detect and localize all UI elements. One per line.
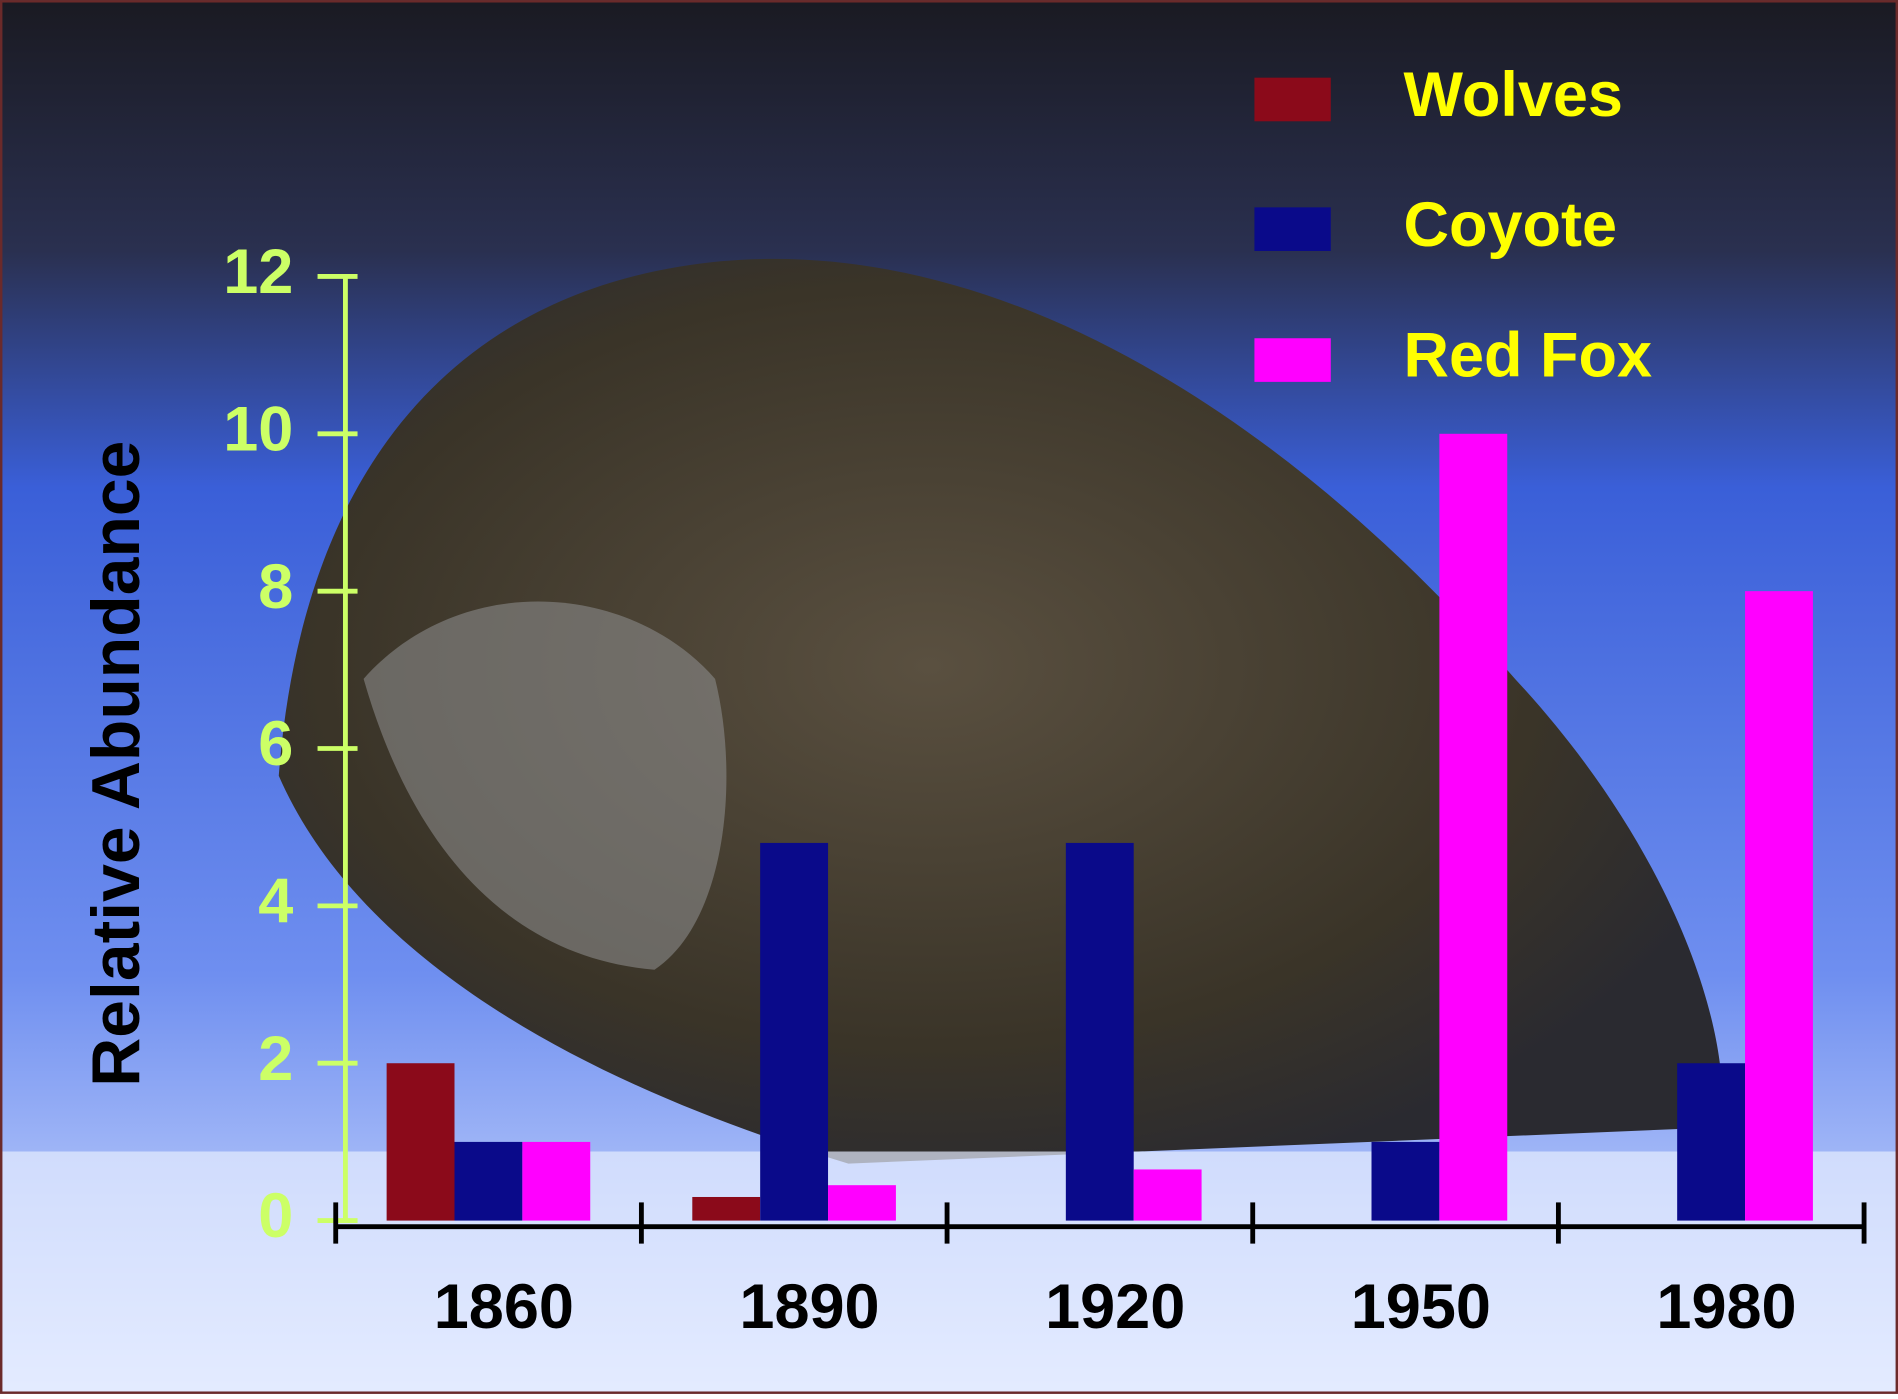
x-tick-label: 1980 (1656, 1272, 1796, 1342)
y-tick-label: 0 (258, 1181, 293, 1251)
legend-label: Wolves (1404, 60, 1623, 130)
legend-label: Red Fox (1404, 321, 1653, 391)
bar (1371, 1141, 1440, 1221)
y-tick-label: 2 (258, 1024, 293, 1094)
bar (692, 1196, 761, 1221)
legend-swatch (1254, 207, 1331, 251)
bar (1133, 1169, 1202, 1221)
bar (386, 1063, 455, 1221)
x-tick-label: 1890 (739, 1272, 879, 1342)
y-tick-label: 10 (223, 394, 293, 464)
x-tick-label: 1860 (434, 1272, 574, 1342)
x-tick-label: 1920 (1045, 1272, 1185, 1342)
bar (454, 1141, 523, 1221)
y-tick-label: 12 (223, 237, 293, 307)
x-tick-label: 1950 (1351, 1272, 1491, 1342)
bar (1439, 433, 1508, 1221)
y-tick-label: 8 (258, 552, 293, 622)
legend-swatch (1254, 77, 1331, 122)
y-axis-label: Relative Abundance (79, 441, 154, 1087)
bar (760, 842, 829, 1221)
wolf-face (363, 601, 727, 970)
legend-label: Coyote (1404, 190, 1618, 260)
bar (1745, 591, 1813, 1221)
y-tick-label: 6 (258, 709, 293, 779)
bar (522, 1141, 591, 1221)
bar (828, 1185, 896, 1221)
y-tick-label: 4 (258, 867, 293, 937)
bar (1677, 1063, 1746, 1221)
snow (0, 1151, 1898, 1394)
legend-swatch (1254, 338, 1331, 382)
bar (1065, 842, 1134, 1221)
